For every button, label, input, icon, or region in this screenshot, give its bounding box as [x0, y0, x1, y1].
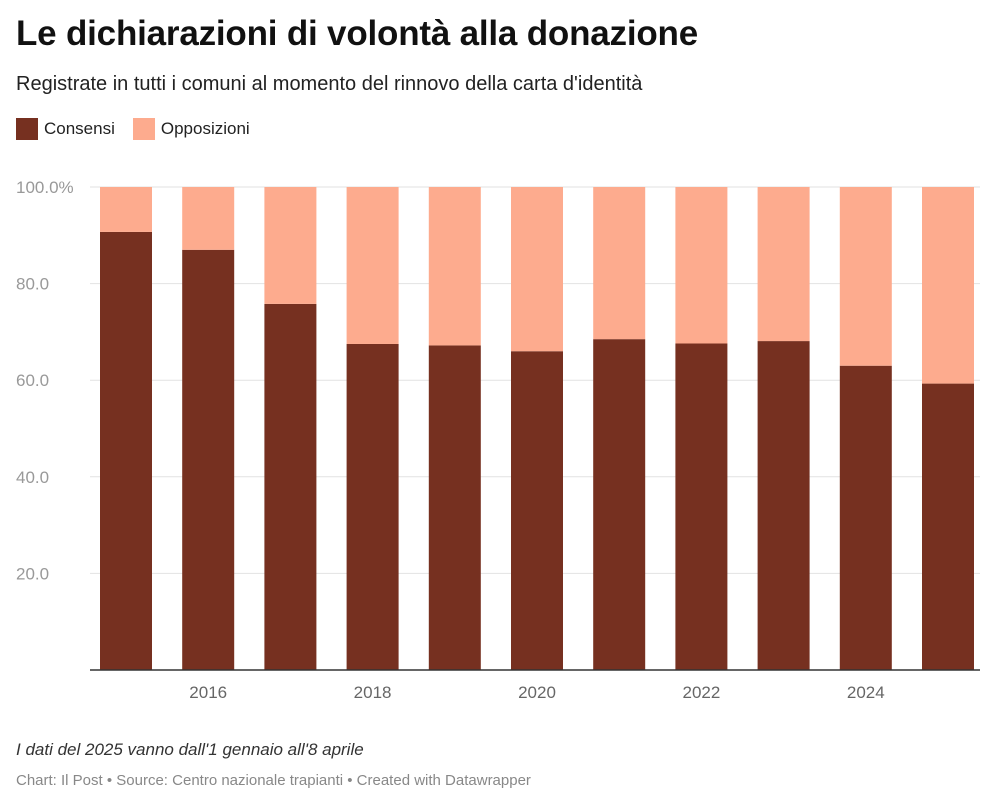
bar-opposizioni-2021: [593, 187, 646, 340]
bar-consensi-2023: [757, 341, 810, 670]
legend-item-consensi: Consensi: [16, 118, 115, 140]
y-tick-label: 100.0%: [16, 178, 74, 197]
x-tick-label: 2016: [189, 683, 227, 702]
legend-label-opposizioni: Opposizioni: [160, 119, 250, 138]
bar-consensi-2024: [839, 365, 892, 670]
stacked-bar-chart: 20.0 40.0 60.0 80.0 100.0% 2016 2018 2020 2022 20…: [16, 178, 980, 702]
bar-opposizioni-2019: [428, 187, 481, 346]
bar-opposizioni-2017: [264, 187, 317, 304]
bar-consensi-2025: [922, 383, 974, 670]
bar-opposizioni-2020: [511, 187, 563, 352]
bar-opposizioni-2018: [346, 187, 399, 344]
y-tick-label: 20.0: [16, 564, 49, 583]
bar-opposizioni-2015: [100, 187, 152, 232]
x-tick-label: 2018: [354, 683, 392, 702]
legend: Consensi Opposizioni: [16, 118, 268, 140]
bar-consensi-2020: [511, 351, 563, 670]
x-tick-label: 2022: [682, 683, 720, 702]
chart-footer: Chart: Il Post • Source: Centro nazional…: [16, 772, 531, 789]
bar-consensi-2019: [428, 345, 481, 670]
chart-subtitle: Registrate in tutti i comuni al momento …: [16, 73, 643, 95]
legend-label-consensi: Consensi: [44, 119, 115, 138]
legend-swatch-consensi: [16, 118, 38, 140]
bar-consensi-2021: [593, 339, 646, 670]
bar-opposizioni-2024: [839, 187, 892, 366]
chart-note: I dati del 2025 vanno dall'1 gennaio all…: [16, 740, 364, 759]
bar-opposizioni-2023: [757, 187, 810, 342]
legend-item-opposizioni: Opposizioni: [132, 118, 250, 140]
y-tick-label: 40.0: [16, 468, 49, 487]
y-tick-label: 80.0: [16, 275, 49, 294]
bar-consensi-2018: [346, 343, 399, 670]
bar-opposizioni-2016: [182, 187, 235, 250]
x-tick-label: 2024: [847, 683, 885, 702]
y-tick-label: 60.0: [16, 371, 49, 390]
bar-consensi-2016: [182, 249, 235, 670]
chart-title: Le dichiarazioni di volontà alla donazio…: [16, 14, 698, 53]
x-tick-label: 2020: [518, 683, 556, 702]
bar-consensi-2022: [675, 343, 728, 670]
bar-opposizioni-2022: [675, 187, 728, 344]
bar-opposizioni-2025: [922, 187, 974, 384]
bar-consensi-2015: [100, 231, 152, 670]
legend-swatch-opposizioni: [132, 118, 155, 140]
bar-consensi-2017: [264, 303, 317, 670]
